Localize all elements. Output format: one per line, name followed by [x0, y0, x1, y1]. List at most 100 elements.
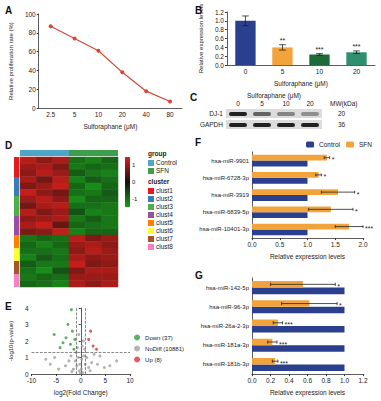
svg-text:5: 5 — [281, 68, 285, 75]
svg-text:2.0: 2.0 — [358, 241, 367, 248]
svg-text:0.2: 0.2 — [266, 377, 275, 384]
svg-text:*: * — [337, 283, 340, 290]
svg-text:0.6: 0.6 — [215, 35, 224, 42]
html-text:clust1: clust1 — [156, 187, 173, 194]
svg-text:hsa-miR-181a-3p: hsa-miR-181a-3p — [203, 342, 250, 348]
svg-text:0.5: 0.5 — [275, 241, 284, 248]
svg-text:***: *** — [352, 43, 360, 50]
svg-text:80: 80 — [166, 111, 174, 118]
html-text:MW(kDa): MW(kDa) — [330, 100, 358, 107]
svg-text:***: *** — [285, 321, 293, 328]
svg-text:Sulforaphane (μM): Sulforaphane (μM) — [274, 80, 328, 88]
svg-text:10: 10 — [126, 377, 134, 384]
svg-text:***: *** — [280, 360, 288, 367]
html-text:clust2: clust2 — [156, 195, 173, 202]
svg-text:0.8: 0.8 — [215, 26, 224, 33]
html-text:GAPDH: GAPDH — [199, 121, 223, 128]
svg-text:40: 40 — [29, 67, 37, 74]
svg-text:20: 20 — [119, 111, 127, 118]
svg-text:100: 100 — [25, 11, 36, 18]
svg-text:60: 60 — [29, 48, 37, 55]
svg-text:log2(Fold Change): log2(Fold Change) — [54, 389, 108, 397]
svg-text:***: *** — [315, 46, 323, 53]
svg-text:**: ** — [280, 37, 286, 44]
svg-text:D: D — [5, 140, 12, 151]
svg-text:*: * — [339, 302, 342, 309]
svg-text:2.5: 2.5 — [46, 111, 55, 118]
svg-text:0.2: 0.2 — [215, 53, 224, 60]
svg-text:B: B — [195, 5, 202, 16]
svg-text:0.4: 0.4 — [284, 377, 293, 384]
svg-text:A: A — [5, 5, 12, 16]
svg-text:hsa-miR-26a-2-3p: hsa-miR-26a-2-3p — [201, 323, 250, 329]
svg-text:0.4: 0.4 — [215, 44, 224, 51]
svg-text:0.6: 0.6 — [303, 377, 312, 384]
html-text:10: 10 — [282, 100, 290, 107]
svg-text:Down (37): Down (37) — [145, 335, 173, 341]
svg-text:***: *** — [365, 225, 373, 232]
svg-text:1.0: 1.0 — [215, 17, 224, 24]
html-text:Control: Control — [156, 159, 177, 166]
svg-text:Up (8): Up (8) — [145, 357, 162, 363]
svg-text:0.0: 0.0 — [247, 241, 256, 248]
svg-text:hsa-miR-6839-5p: hsa-miR-6839-5p — [203, 209, 250, 215]
html-text:group: group — [148, 150, 167, 157]
svg-text:10: 10 — [316, 68, 324, 75]
svg-text:Sulforaphane (μM): Sulforaphane (μM) — [83, 123, 137, 131]
svg-text:hsa-miR-3919: hsa-miR-3919 — [211, 192, 249, 198]
svg-text:*: * — [332, 156, 335, 163]
svg-text:hsa-miR-142-5p: hsa-miR-142-5p — [206, 285, 250, 291]
svg-text:5: 5 — [73, 111, 77, 118]
svg-text:hsa-miR-9901: hsa-miR-9901 — [211, 158, 249, 164]
svg-text:1.0: 1.0 — [340, 377, 349, 384]
svg-text:hsa-miR-6728-3p: hsa-miR-6728-3p — [203, 175, 250, 181]
svg-text:-5: -5 — [53, 377, 59, 384]
svg-text:*: * — [355, 208, 358, 215]
svg-text:Control: Control — [319, 141, 341, 148]
svg-text:hsa-miR-10401-3p: hsa-miR-10401-3p — [199, 226, 249, 232]
svg-text:1.2: 1.2 — [215, 9, 224, 16]
html-text:Sulforaphane (μM): Sulforaphane (μM) — [247, 92, 301, 99]
svg-text:1.0: 1.0 — [303, 241, 312, 248]
svg-text:*: * — [323, 173, 326, 180]
html-text:cluster: cluster — [148, 178, 170, 185]
svg-text:40: 40 — [143, 111, 151, 118]
svg-text:Relative expression levels: Relative expression levels — [270, 389, 346, 397]
svg-text:2: 2 — [25, 338, 29, 345]
svg-text:*: * — [357, 191, 360, 198]
svg-text:G: G — [195, 270, 203, 281]
svg-text:NoDiff (10881): NoDiff (10881) — [145, 346, 184, 352]
svg-text:hsa-miR-181b-3p: hsa-miR-181b-3p — [203, 361, 250, 367]
svg-text:SFN: SFN — [359, 141, 372, 148]
svg-text:Relative proliferation rate (%: Relative proliferation rate (%) — [8, 22, 14, 100]
svg-text:20: 20 — [353, 68, 361, 75]
svg-text:20: 20 — [29, 86, 37, 93]
svg-text:10: 10 — [95, 111, 103, 118]
html-text:36: 36 — [338, 121, 346, 128]
html-text:SFN: SFN — [156, 167, 169, 174]
html-text:C: C — [190, 92, 198, 103]
html-text:20: 20 — [338, 110, 346, 117]
svg-text:0.0: 0.0 — [247, 377, 256, 384]
svg-text:-10: -10 — [27, 377, 37, 384]
svg-text:1.2: 1.2 — [358, 377, 367, 384]
svg-text:1.5: 1.5 — [331, 241, 340, 248]
svg-text:E: E — [5, 301, 12, 312]
svg-text:hsa-miR-96-3p: hsa-miR-96-3p — [209, 304, 249, 310]
svg-text:***: *** — [279, 341, 287, 348]
svg-text:80: 80 — [29, 29, 37, 36]
html-text:DJ-1: DJ-1 — [209, 110, 223, 117]
svg-text:5: 5 — [104, 377, 108, 384]
svg-text:Relative expression levels: Relative expression levels — [270, 253, 346, 261]
svg-text:0.8: 0.8 — [321, 377, 330, 384]
svg-text:3: 3 — [25, 321, 29, 328]
svg-text:0: 0 — [244, 68, 248, 75]
svg-text:0.0: 0.0 — [215, 62, 224, 69]
svg-text:1: 1 — [25, 354, 29, 361]
svg-text:F: F — [195, 137, 201, 148]
svg-text:-log10(p-value): -log10(p-value) — [8, 321, 14, 361]
svg-text:4: 4 — [25, 305, 29, 312]
svg-text:0: 0 — [32, 105, 36, 112]
html-text:20: 20 — [306, 100, 314, 107]
svg-text:0: 0 — [79, 377, 83, 384]
